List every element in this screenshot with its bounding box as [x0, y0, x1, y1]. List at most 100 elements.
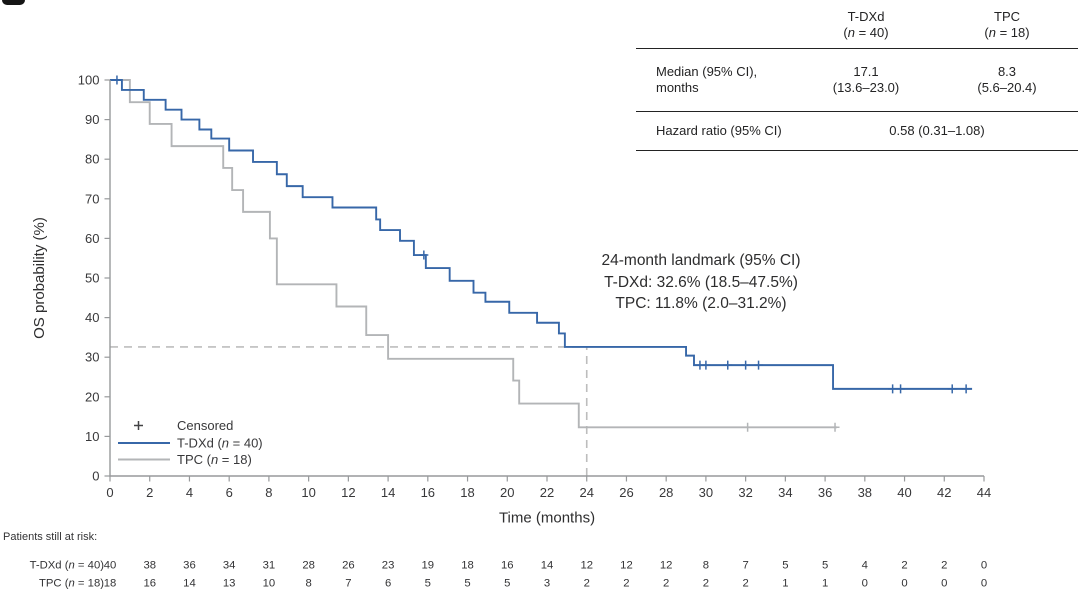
y-axis-ticks: 0 10 20 30 40 50 60 70 80 90 100 [78, 73, 110, 484]
column-header-tdxd-n: (n = 40) [843, 25, 889, 40]
x-tick-label: 8 [265, 485, 272, 500]
x-tick-label: 18 [460, 485, 474, 500]
x-tick-label: 22 [540, 485, 554, 500]
at-risk-value: 0 [981, 560, 987, 572]
column-header-tpc: TPC [994, 9, 1020, 24]
at-risk-value: 28 [302, 560, 315, 572]
x-tick-label: 0 [106, 485, 113, 500]
at-risk-value: 26 [342, 560, 355, 572]
at-risk-value: 0 [901, 578, 907, 590]
at-risk-value: 14 [541, 560, 554, 572]
x-tick-label: 12 [341, 485, 355, 500]
censored-plus-icon [134, 421, 143, 430]
panel-label-fragment [2, 0, 25, 5]
at-risk-value: 8 [305, 578, 311, 590]
at-risk-value: 14 [183, 578, 196, 590]
median-row-label-line2: months [656, 80, 699, 95]
at-risk-value: 5 [425, 578, 431, 590]
column-header-tpc-n: (n = 18) [984, 25, 1030, 40]
at-risk-value: 10 [263, 578, 276, 590]
at-risk-value: 36 [183, 560, 196, 572]
legend: Censored T-DXd (n = 40)TPC (n = 18) [118, 418, 263, 467]
y-tick-label: 40 [85, 310, 99, 325]
at-risk-value: 2 [941, 560, 947, 572]
hazard-ratio-value: 0.58 (0.31–1.08) [889, 123, 985, 138]
at-risk-value: 4 [862, 560, 868, 572]
at-risk-value: 0 [862, 578, 868, 590]
median-tpc-ci: (5.6–20.4) [977, 80, 1037, 95]
x-tick-label: 38 [858, 485, 872, 500]
at-risk-value: 5 [464, 578, 470, 590]
at-risk-value: 12 [660, 560, 673, 572]
summary-table-corner-cell [636, 2, 796, 48]
x-tick-label: 42 [937, 485, 951, 500]
censor-marks-tpc [743, 422, 840, 432]
at-risk-value: 34 [223, 560, 236, 572]
at-risk-value: 16 [501, 560, 514, 572]
x-tick-label: 32 [738, 485, 752, 500]
x-tick-label: 6 [226, 485, 233, 500]
at-risk-value: 23 [382, 560, 395, 572]
x-tick-label: 2 [146, 485, 153, 500]
y-axis-title: OS probability (%) [31, 217, 48, 339]
y-tick-label: 80 [85, 152, 99, 167]
at-risk-value: 18 [461, 560, 474, 572]
x-tick-label: 24 [579, 485, 593, 500]
x-tick-label: 36 [818, 485, 832, 500]
landmark-title: 24-month landmark (95% CI) [601, 252, 801, 269]
at-risk-value: 7 [742, 560, 748, 572]
x-tick-label: 26 [619, 485, 633, 500]
at-risk-value: 2 [901, 560, 907, 572]
legend-label-tdxd: T-DXd (n = 40) [177, 436, 263, 451]
y-tick-label: 30 [85, 350, 99, 365]
at-risk-value: 6 [385, 578, 391, 590]
at-risk-row-label: TPC (n = 18) [39, 578, 104, 590]
landmark-tdxd-value: T-DXd: 32.6% (18.5–47.5%) [604, 273, 798, 291]
at-risk-value: 2 [663, 578, 669, 590]
x-tick-label: 40 [897, 485, 911, 500]
at-risk-value: 1 [782, 578, 788, 590]
y-tick-label: 50 [85, 271, 99, 286]
median-row-label: Median (95% CI), [656, 64, 758, 79]
y-tick-label: 0 [92, 469, 99, 484]
legend-label-censored: Censored [177, 418, 233, 433]
x-tick-label: 10 [301, 485, 315, 500]
x-tick-label: 14 [381, 485, 395, 500]
summary-table-median-row: Median (95% CI), months 17.1 (13.6–23.0)… [636, 49, 1078, 112]
hazard-ratio-label: Hazard ratio (95% CI) [656, 123, 782, 138]
at-risk-value: 0 [981, 578, 987, 590]
at-risk-value: 16 [143, 578, 156, 590]
median-tdxd-value: 17.1 [853, 64, 879, 79]
x-tick-label: 34 [778, 485, 792, 500]
summary-table-header-row: T-DXd (n = 40) TPC (n = 18) [636, 2, 1078, 49]
landmark-annotation: 24-month landmark (95% CI) T-DXd: 32.6% … [520, 250, 882, 315]
at-risk-value: 2 [584, 578, 590, 590]
at-risk-value: 2 [742, 578, 748, 590]
at-risk-value: 0 [941, 578, 947, 590]
median-tpc-value: 8.3 [997, 64, 1017, 79]
x-tick-label: 16 [421, 485, 435, 500]
at-risk-value: 2 [623, 578, 629, 590]
at-risk-table: Patients still at risk:T-DXd (n = 40) 40 3… [3, 531, 987, 590]
median-tdxd-ci: (13.6–23.0) [832, 80, 900, 95]
summary-table: T-DXd (n = 40) TPC (n = 18) Median (95% … [636, 2, 1078, 151]
at-risk-value: 7 [345, 578, 351, 590]
at-risk-value: 5 [504, 578, 510, 590]
at-risk-value: 5 [822, 560, 828, 572]
at-risk-title: Patients still at risk: [3, 531, 97, 543]
km-curve-tdxd [110, 79, 973, 390]
x-tick-label: 4 [186, 485, 193, 500]
at-risk-value: 12 [580, 560, 593, 572]
censor-marks-tdxd [112, 75, 971, 394]
at-risk-value: 2 [703, 578, 709, 590]
y-tick-label: 60 [85, 231, 99, 246]
x-tick-label: 30 [699, 485, 713, 500]
y-tick-label: 90 [85, 112, 99, 127]
at-risk-value: 38 [143, 560, 156, 572]
at-risk-value: 5 [782, 560, 788, 572]
at-risk-value: 40 [104, 560, 117, 572]
y-tick-label: 70 [85, 191, 99, 206]
at-risk-value: 3 [544, 578, 550, 590]
at-risk-value: 18 [104, 578, 117, 590]
